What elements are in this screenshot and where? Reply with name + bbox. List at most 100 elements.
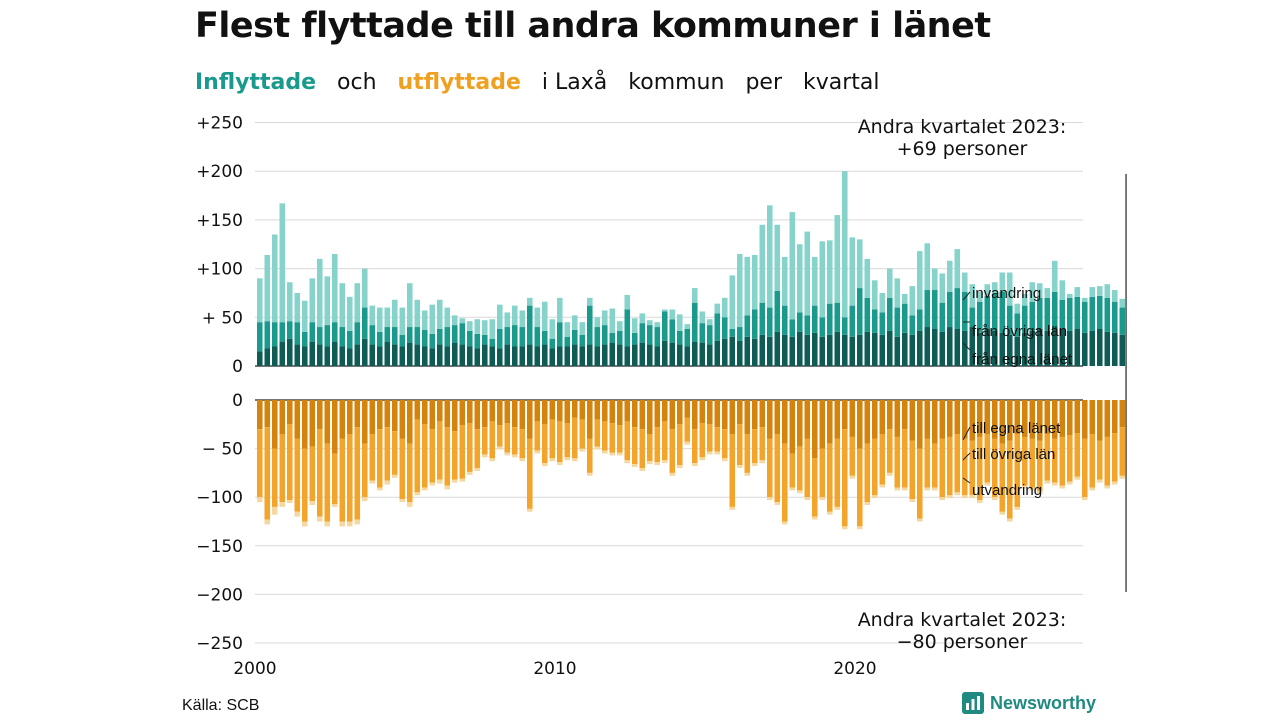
axes: +250 +200 +150 +100 + 50 0 0 − 50 −100 −150 −200 −2… (196, 114, 1127, 679)
bar-inflow (317, 344, 323, 366)
bar-inflow (864, 258, 871, 298)
bar-inflow (392, 344, 398, 366)
bar-outflow (332, 453, 338, 505)
bar-inflow (744, 315, 751, 337)
bar-inflow (969, 284, 976, 308)
bar-outflow (939, 438, 946, 498)
bar-outflow (422, 400, 428, 425)
bar-inflow (947, 260, 953, 292)
bar-inflow (1044, 297, 1051, 331)
bar-inflow (1037, 297, 1043, 329)
bar-inflow (1052, 291, 1058, 328)
bar-inflow (954, 288, 961, 329)
bar-outflow (482, 454, 488, 458)
bar-inflow (999, 291, 1006, 333)
bar-inflow (437, 328, 443, 345)
bar-inflow (834, 215, 841, 303)
bar-inflow (677, 314, 683, 331)
bar-inflow (932, 328, 938, 366)
bar-outflow (572, 417, 578, 459)
y-tick-label: − 50 (202, 440, 243, 460)
bar-outflow (827, 443, 833, 512)
newsworthy-logo-icon (962, 692, 984, 714)
bar-outflow (287, 424, 293, 501)
bar-inflow (324, 346, 331, 366)
bar-inflow (677, 330, 683, 345)
bar-outflow (789, 453, 796, 488)
bar-inflow (257, 351, 263, 366)
bar-inflow (737, 340, 743, 366)
bar-inflow (467, 330, 473, 347)
bar-inflow (872, 280, 878, 310)
bar-outflow (609, 452, 616, 456)
bar-outflow (452, 479, 458, 483)
bar-inflow (1052, 260, 1058, 292)
bar-outflow (812, 400, 818, 459)
bar-outflow (549, 419, 556, 459)
bar-outflow (662, 400, 668, 422)
bar-inflow (969, 307, 976, 328)
bar-outflow (977, 500, 983, 504)
bar-inflow (392, 327, 398, 345)
bar-outflow (1029, 438, 1036, 488)
bar-outflow (729, 434, 736, 507)
bar-outflow (407, 400, 413, 444)
bar-inflow (444, 307, 451, 328)
bar-outflow (602, 400, 608, 422)
brand-logo[interactable]: Newsworthy (962, 692, 1096, 714)
bar-outflow (512, 427, 518, 455)
bar-outflow (797, 400, 803, 447)
bar-outflow (729, 506, 736, 510)
bar-inflow (647, 320, 653, 326)
bar-inflow (324, 276, 331, 326)
bar-outflow (444, 485, 451, 490)
bar-inflow (1119, 334, 1126, 366)
bar-outflow (392, 431, 398, 475)
bar-outflow (849, 400, 856, 437)
bar-outflow (362, 497, 368, 502)
bar-outflow (939, 497, 946, 501)
bar-outflow (422, 487, 428, 491)
bar-outflow (339, 438, 346, 522)
bar-outflow (294, 511, 301, 517)
bar-outflow (804, 438, 811, 498)
bar-inflow (924, 327, 931, 366)
bar-outflow (662, 421, 668, 461)
bar-inflow (842, 317, 848, 335)
bar-outflow (527, 400, 533, 439)
bar-outflow (354, 400, 361, 428)
bar-inflow (602, 344, 608, 366)
bar-outflow (999, 400, 1006, 444)
bar-outflow (692, 429, 698, 464)
bar-outflow (917, 448, 923, 519)
bar-inflow (632, 344, 638, 366)
bar-outflow (684, 417, 691, 442)
bar-inflow (339, 283, 346, 328)
bar-inflow (909, 334, 916, 366)
bar-inflow (789, 319, 796, 337)
bar-inflow (767, 205, 773, 308)
bar-inflow (692, 288, 698, 303)
bar-outflow (909, 440, 916, 500)
bar-outflow (677, 424, 683, 466)
bar-outflow (789, 400, 796, 454)
bar-inflow (527, 297, 533, 306)
bar-outflow (482, 400, 488, 428)
bar-outflow (452, 431, 458, 480)
bar-inflow (309, 322, 316, 342)
bar-outflow (1067, 434, 1073, 482)
bar-outflow (737, 424, 743, 466)
bar-inflow (497, 304, 503, 329)
bar-outflow (549, 400, 556, 420)
bar-outflow (422, 424, 428, 488)
bar-outflow (857, 526, 863, 530)
bar-inflow (519, 346, 526, 366)
bar-outflow (587, 400, 593, 439)
bar-inflow (752, 309, 758, 339)
bar-outflow (902, 487, 908, 491)
bar-inflow (497, 348, 503, 366)
bar-inflow (557, 322, 563, 347)
bar-outflow (377, 429, 383, 488)
bar-outflow (1104, 400, 1111, 437)
bar-inflow (384, 341, 391, 366)
